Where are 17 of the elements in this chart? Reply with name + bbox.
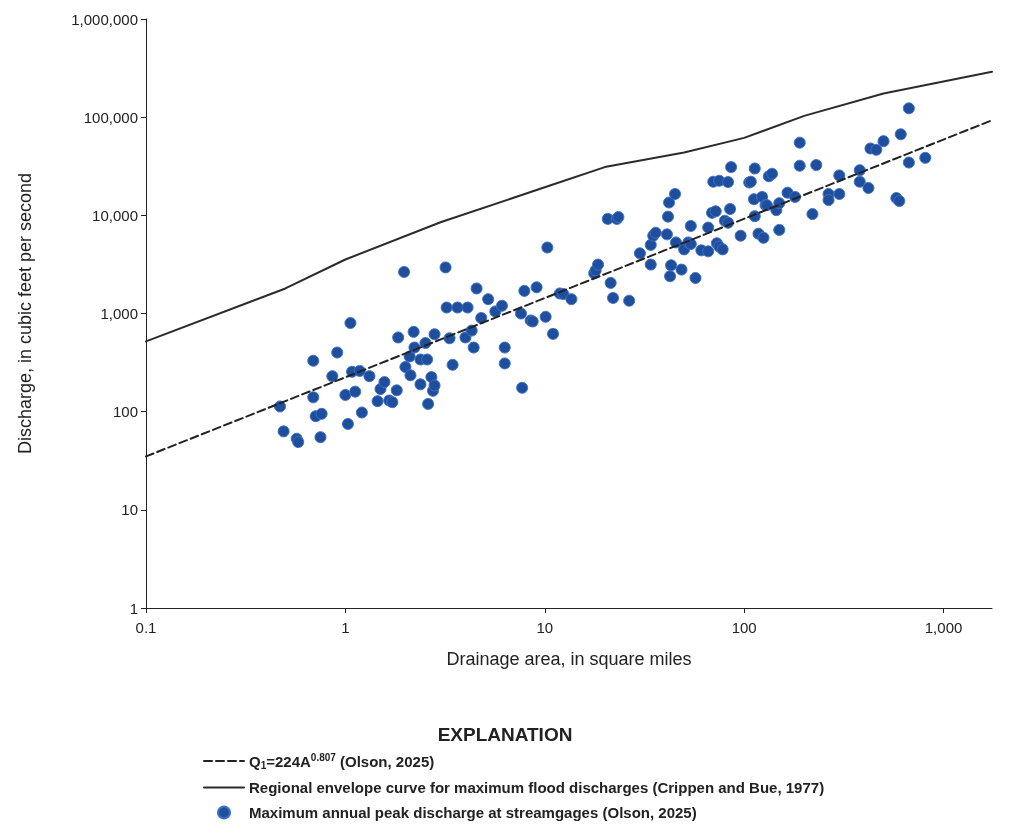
x-tick-label: 0.1 (135, 619, 157, 636)
x-tick-label: 1,000 (924, 619, 963, 636)
x-tick-label: 10 (536, 619, 554, 636)
y-tick-label: 1,000,000 (71, 10, 138, 28)
y-tick-label: 10 (121, 501, 138, 519)
y-tick-label: 100 (112, 403, 138, 421)
y-tick-label: 100,000 (83, 108, 138, 126)
legend-title: EXPLANATION (437, 724, 573, 745)
y-tick-label: 1,000 (100, 305, 138, 322)
y-tick-label: 10,000 (92, 206, 138, 224)
x-axis-title: Drainage area, in square miles (446, 649, 692, 669)
y-tick-label: 1 (129, 599, 138, 617)
y-axis-title: Discharge, in cubic feet per second (15, 172, 35, 455)
legend-label: Maximum annual peak discharge at streamgages (Olson, 2025) (249, 804, 697, 821)
legend-label: Regional envelope curve for maximum flood discharges (Crippen and Bue, 1977) (249, 779, 825, 796)
x-tick-label: 1 (341, 619, 350, 636)
x-tick-label: 100 (731, 619, 757, 636)
